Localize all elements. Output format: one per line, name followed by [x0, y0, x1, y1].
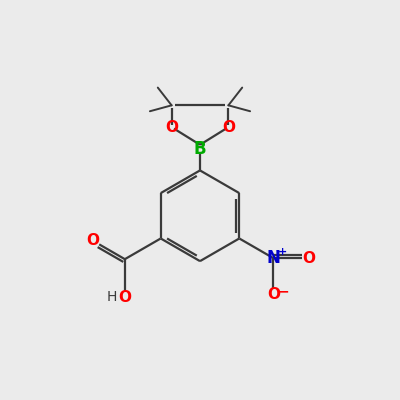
Text: O: O [165, 120, 178, 134]
Text: O: O [86, 233, 100, 248]
Text: −: − [277, 285, 289, 299]
Text: O: O [302, 251, 316, 266]
Text: O: O [118, 290, 131, 304]
Text: +: + [278, 247, 288, 257]
Text: O: O [222, 120, 235, 134]
Text: B: B [194, 140, 206, 158]
Text: H: H [107, 290, 118, 304]
Text: O: O [267, 286, 280, 302]
Text: N: N [266, 249, 280, 267]
